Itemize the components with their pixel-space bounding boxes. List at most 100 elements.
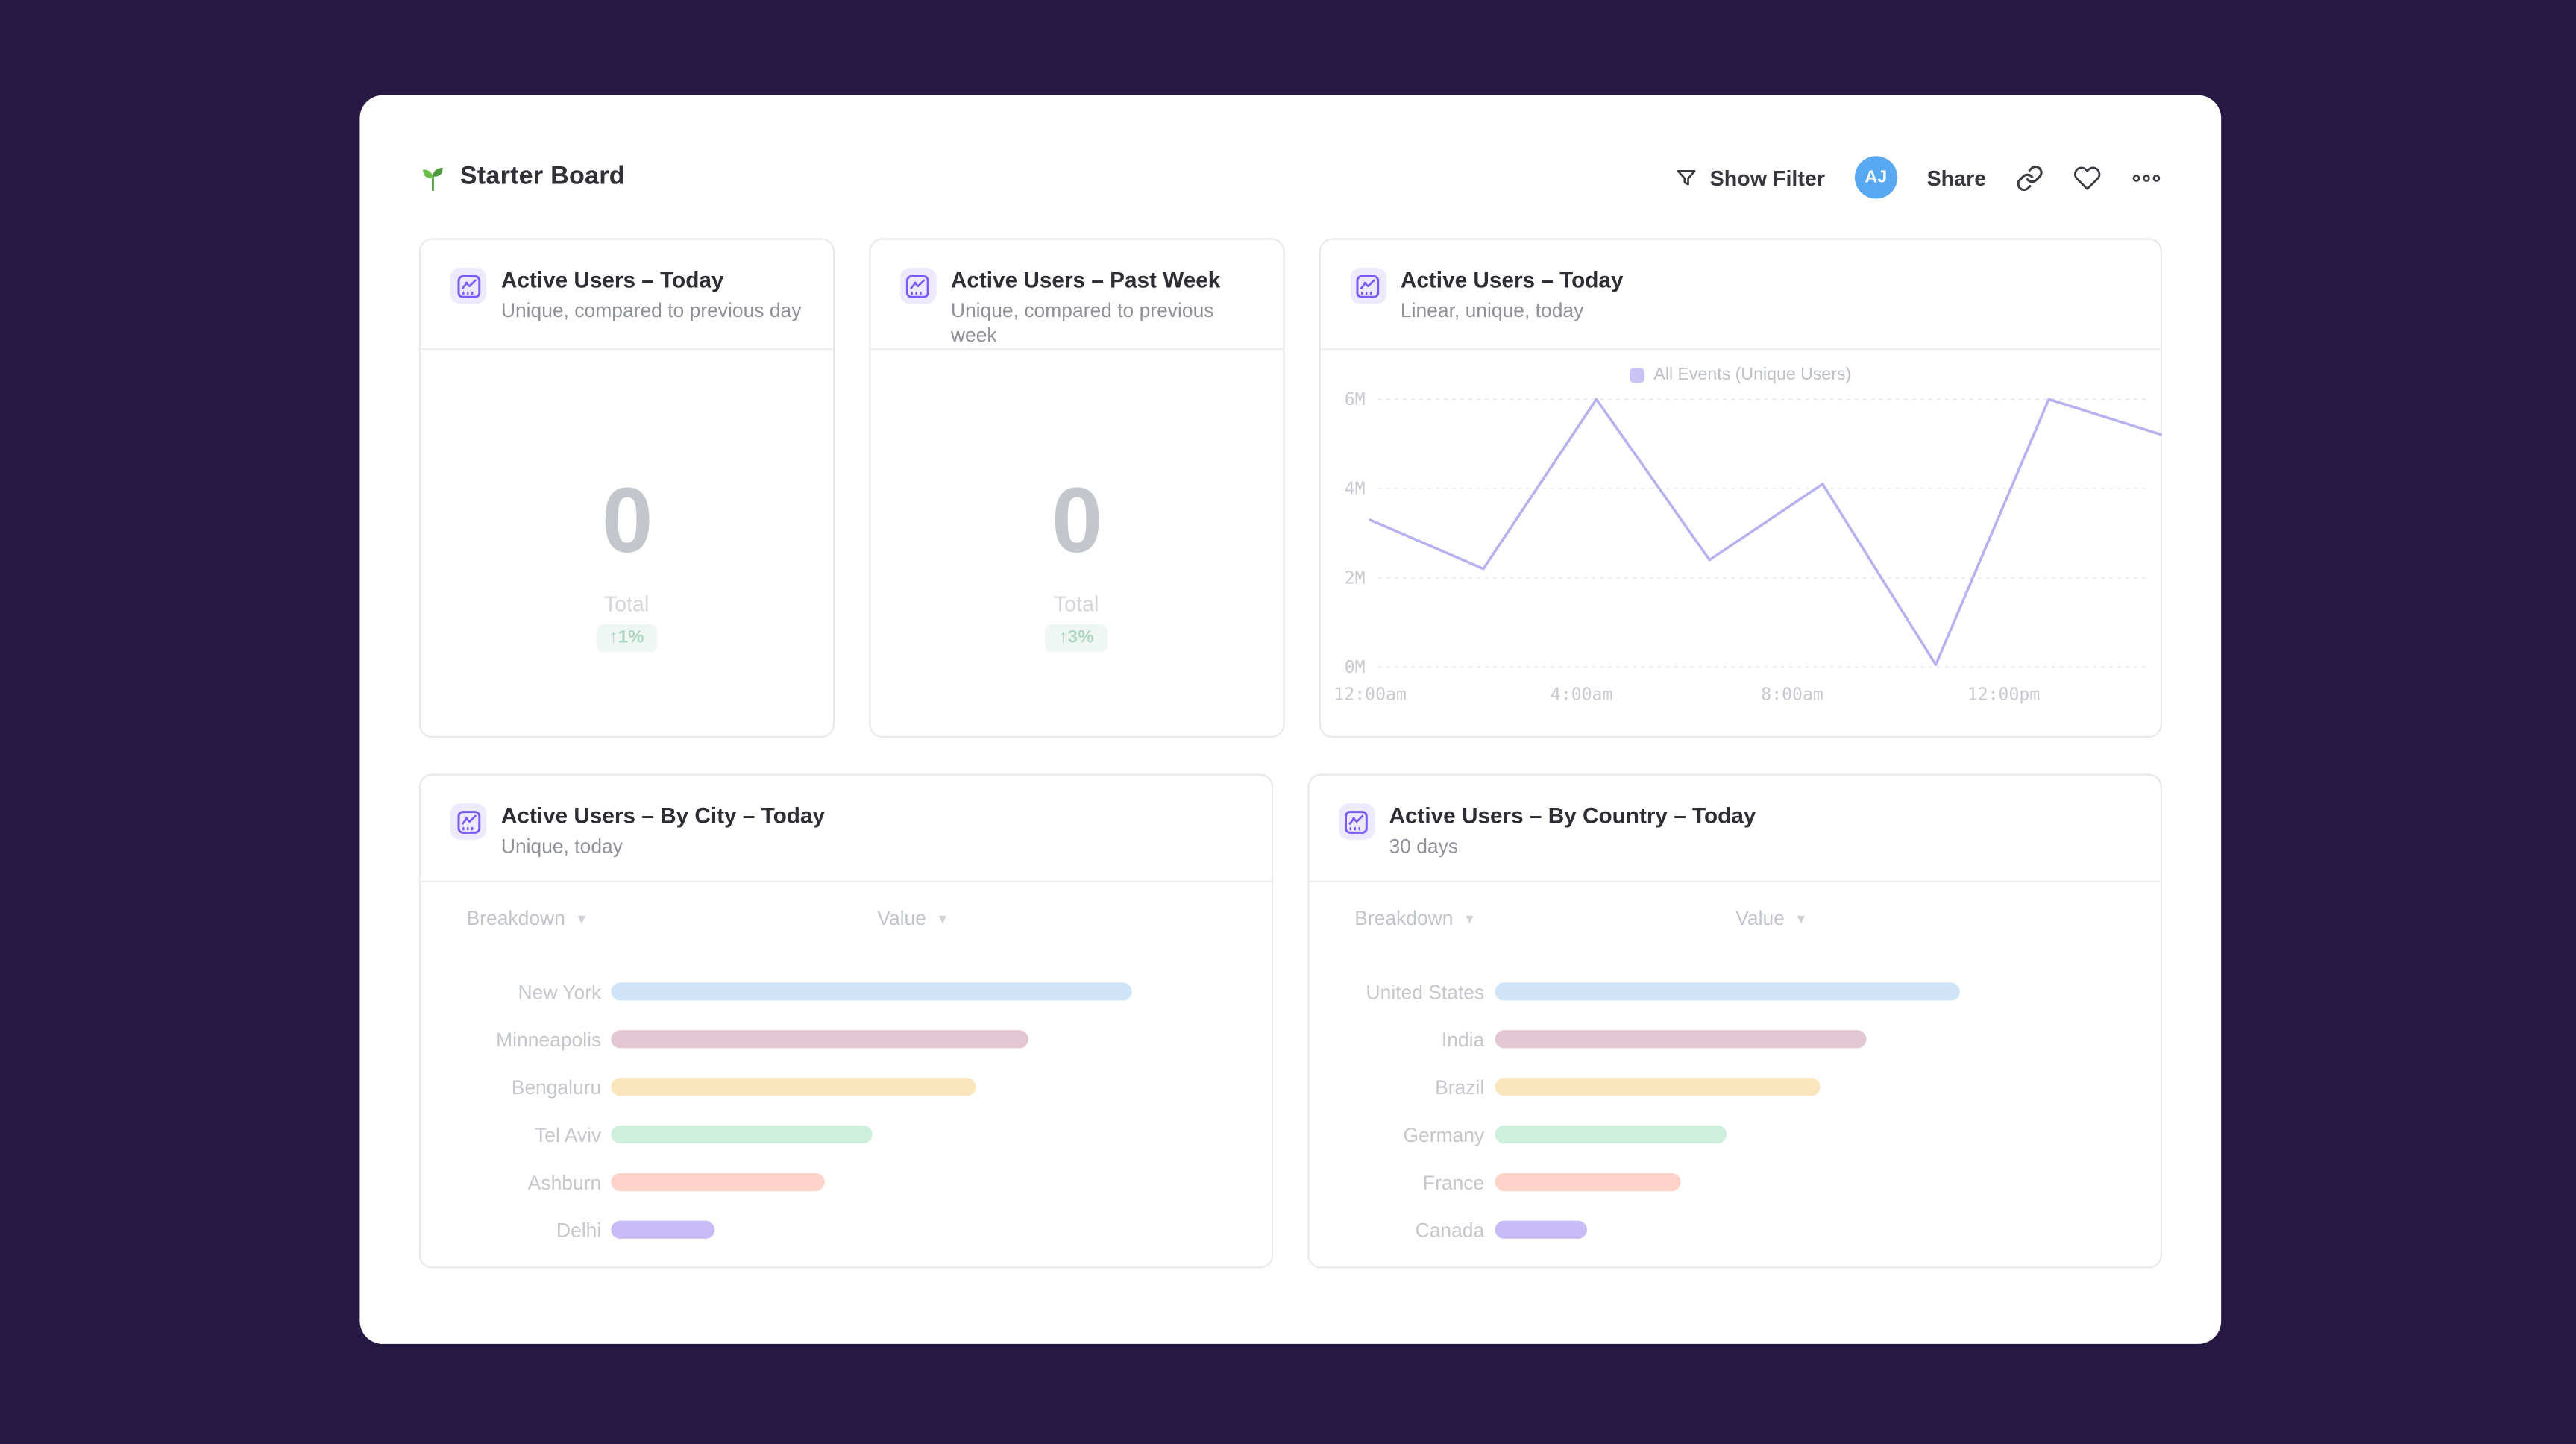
breakdown-bar-track xyxy=(1494,1030,1958,1049)
card-header: Active Users – By City – Today Unique, t… xyxy=(420,776,1271,882)
x-axis-tick-label: 8:00am xyxy=(1760,685,1822,704)
breakdown-row: Canada xyxy=(1309,1206,2161,1254)
breakdown-row: New York xyxy=(421,967,1271,1015)
breakdown-label: Minneapolis xyxy=(496,1027,602,1051)
more-options-icon xyxy=(2132,174,2161,181)
line-series[interactable] xyxy=(1368,398,2161,667)
cards-row-1: Active Users – Today Unique, compared to… xyxy=(418,238,2162,738)
link-icon xyxy=(2017,164,2043,190)
breakdown-label: Tel Aviv xyxy=(535,1123,602,1146)
breakdown-label: Canada xyxy=(1415,1218,1485,1242)
breakdown-row: Brazil xyxy=(1309,1063,2161,1111)
breakdown-label: Bengaluru xyxy=(511,1075,602,1099)
legend-label: All Events (Unique Users) xyxy=(1653,365,1852,385)
breakdown-bar[interactable] xyxy=(1494,1125,1727,1144)
breakdown-bar[interactable] xyxy=(1494,982,1959,1001)
card-title-block: Active Users – Today Unique, compared to… xyxy=(501,266,802,324)
line-chart-body: All Events (Unique Users) 0M 2M 4M 6M 12:00a… xyxy=(1320,350,2161,738)
favorite-button[interactable] xyxy=(2073,163,2101,191)
breakdown-bar[interactable] xyxy=(611,982,1132,1001)
breakdown-bar[interactable] xyxy=(611,1220,716,1239)
breakdown-label: France xyxy=(1422,1170,1485,1194)
breakdown-bar[interactable] xyxy=(1494,1173,1680,1192)
breakdown-row: Tel Aviv xyxy=(421,1111,1271,1158)
filter-icon xyxy=(1677,169,1696,185)
breakdown-bar-track xyxy=(611,1078,1131,1096)
more-options-button[interactable] xyxy=(2131,165,2162,189)
breakdown-row: Bengaluru xyxy=(421,1063,1271,1111)
breakdown-bar[interactable] xyxy=(611,1078,976,1096)
card-header: Active Users – Today Unique, compared to… xyxy=(420,240,833,351)
avatar[interactable]: AJ xyxy=(1854,156,1897,199)
card-subtitle: Linear, unique, today xyxy=(1400,298,1584,322)
breakdown-row: France xyxy=(1309,1158,2161,1206)
chart-icon xyxy=(1338,803,1375,840)
kpi-value: 0 xyxy=(601,468,653,572)
breakdown-label: Brazil xyxy=(1435,1075,1485,1099)
y-axis-tick-label: 0M xyxy=(1344,658,1365,677)
card-subtitle: Unique, compared to previous week xyxy=(950,298,1214,347)
heart-icon xyxy=(2073,166,2101,189)
card-subtitle: Unique, compared to previous day xyxy=(500,298,802,322)
share-label: Share xyxy=(1926,165,1987,190)
show-filter-button[interactable]: Show Filter xyxy=(1674,165,1825,189)
kpi-value: 0 xyxy=(1051,468,1103,572)
copy-link-button[interactable] xyxy=(2016,163,2043,191)
column-header-value[interactable]: Value ▼ xyxy=(1735,906,1808,930)
dashboard-panel: Starter Board Show Filter AJ Share xyxy=(359,95,2222,1344)
chart-icon xyxy=(450,268,487,304)
breakdown-row: Germany xyxy=(1309,1111,2161,1158)
card-by-city[interactable]: Active Users – By City – Today Unique, t… xyxy=(418,773,1273,1269)
breakdown-bar[interactable] xyxy=(1494,1220,1588,1239)
card-header: Active Users – Today Linear, unique, tod… xyxy=(1319,240,2161,351)
breakdown-bar-track xyxy=(611,1173,1131,1192)
chart-icon xyxy=(1349,268,1386,304)
breakdown-bar-track xyxy=(611,1220,1131,1239)
x-axis-tick-label: 4:00am xyxy=(1550,685,1612,704)
breakdown-bar[interactable] xyxy=(1494,1078,1820,1096)
breakdown-rows: United States India Brazil Germany France Can… xyxy=(1309,967,2161,1253)
line-chart[interactable]: 0M 2M 4M 6M 12:00am 4:00am 8:00am 12:00pm xyxy=(1320,350,2161,738)
chevron-down-icon: ▼ xyxy=(936,911,949,927)
breakdown-bar-track xyxy=(1494,982,1959,1001)
card-active-users-today[interactable]: Active Users – Today Unique, compared to… xyxy=(418,238,835,738)
breakdown-bar[interactable] xyxy=(1494,1030,1867,1049)
card-title: Active Users – Past Week xyxy=(950,268,1221,293)
column-header-breakdown[interactable]: Breakdown ▼ xyxy=(1354,906,1477,930)
kpi-value-label: Total xyxy=(603,591,650,617)
card-active-users-past-week[interactable]: Active Users – Past Week Unique, compare… xyxy=(868,238,1284,738)
card-title-block: Active Users – By Country – Today 30 day… xyxy=(1389,802,1756,859)
card-by-country[interactable]: Active Users – By Country – Today 30 day… xyxy=(1307,773,2162,1269)
y-axis-tick-label: 4M xyxy=(1344,480,1365,499)
column-header-breakdown[interactable]: Breakdown ▼ xyxy=(466,906,588,930)
breakdown-bar[interactable] xyxy=(611,1030,1028,1049)
column-header-value[interactable]: Value ▼ xyxy=(877,906,949,930)
seedling-icon xyxy=(423,166,443,190)
legend-swatch xyxy=(1629,367,1644,383)
avatar-initials: AJ xyxy=(1865,167,1888,188)
breakdown-label: Delhi xyxy=(556,1218,602,1242)
page-title: Starter Board xyxy=(459,163,625,191)
chevron-down-icon: ▼ xyxy=(575,911,588,927)
breakdown-rows: New York Minneapolis Bengaluru Tel Aviv Ashb… xyxy=(421,967,1271,1253)
x-axis-tick-label: 12:00pm xyxy=(1967,685,2039,704)
card-subtitle: 30 days xyxy=(1389,835,1459,858)
breakdown-row: United States xyxy=(1309,967,2161,1015)
breakdown-bar[interactable] xyxy=(611,1173,825,1192)
breakdown-bar-track xyxy=(611,982,1132,1001)
chevron-down-icon: ▼ xyxy=(1794,911,1808,927)
breakdown-row: India xyxy=(1309,1015,2161,1063)
breakdown-bar-track xyxy=(611,1030,1131,1049)
card-title: Active Users – Today xyxy=(1400,268,1624,293)
share-button[interactable]: Share xyxy=(1927,165,1987,189)
card-header: Active Users – By Country – Today 30 day… xyxy=(1308,776,2161,882)
breakdown-bar[interactable] xyxy=(611,1125,872,1144)
kpi-body: 0 Total ↑1% xyxy=(421,350,832,738)
card-title: Active Users – By City – Today xyxy=(500,803,826,829)
cards-row-2: Active Users – By City – Today Unique, t… xyxy=(418,773,2162,1269)
chevron-down-icon: ▼ xyxy=(1463,911,1477,927)
card-active-users-line-chart[interactable]: Active Users – Today Linear, unique, tod… xyxy=(1318,238,2162,738)
card-title: Active Users – Today xyxy=(500,268,724,293)
kpi-value-label: Total xyxy=(1053,591,1099,617)
